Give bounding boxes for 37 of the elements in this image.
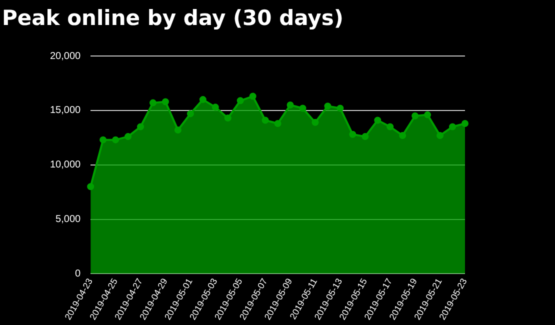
point — [286, 101, 294, 108]
point — [436, 132, 444, 139]
point — [449, 123, 456, 130]
point — [374, 116, 382, 124]
point — [186, 110, 194, 118]
point — [386, 123, 394, 130]
point — [199, 96, 206, 104]
point — [424, 111, 432, 118]
point — [124, 133, 132, 140]
point — [336, 104, 344, 112]
point — [112, 136, 120, 144]
point — [262, 116, 269, 124]
point — [212, 104, 219, 111]
point — [137, 123, 144, 130]
point — [274, 120, 282, 127]
point — [87, 183, 94, 190]
point — [299, 104, 306, 112]
point — [236, 97, 244, 104]
y-tick-label: 10,000 — [50, 160, 82, 171]
point — [349, 130, 356, 138]
y-tick-label: 0 — [75, 268, 82, 280]
point — [312, 118, 319, 126]
point — [412, 112, 419, 120]
y-tick-label: 20,000 — [50, 50, 82, 62]
point — [149, 99, 156, 106]
point — [174, 126, 182, 134]
point — [324, 102, 332, 110]
y-tick-label: 5,000 — [56, 214, 82, 226]
chart-title: Peak online by day (30 days) — [2, 6, 344, 30]
point — [249, 92, 256, 100]
point — [224, 114, 232, 122]
point — [362, 133, 369, 140]
point — [100, 136, 107, 144]
point — [399, 132, 406, 139]
y-tick-label: 15,000 — [50, 105, 82, 116]
point — [462, 120, 468, 127]
point — [162, 98, 169, 106]
